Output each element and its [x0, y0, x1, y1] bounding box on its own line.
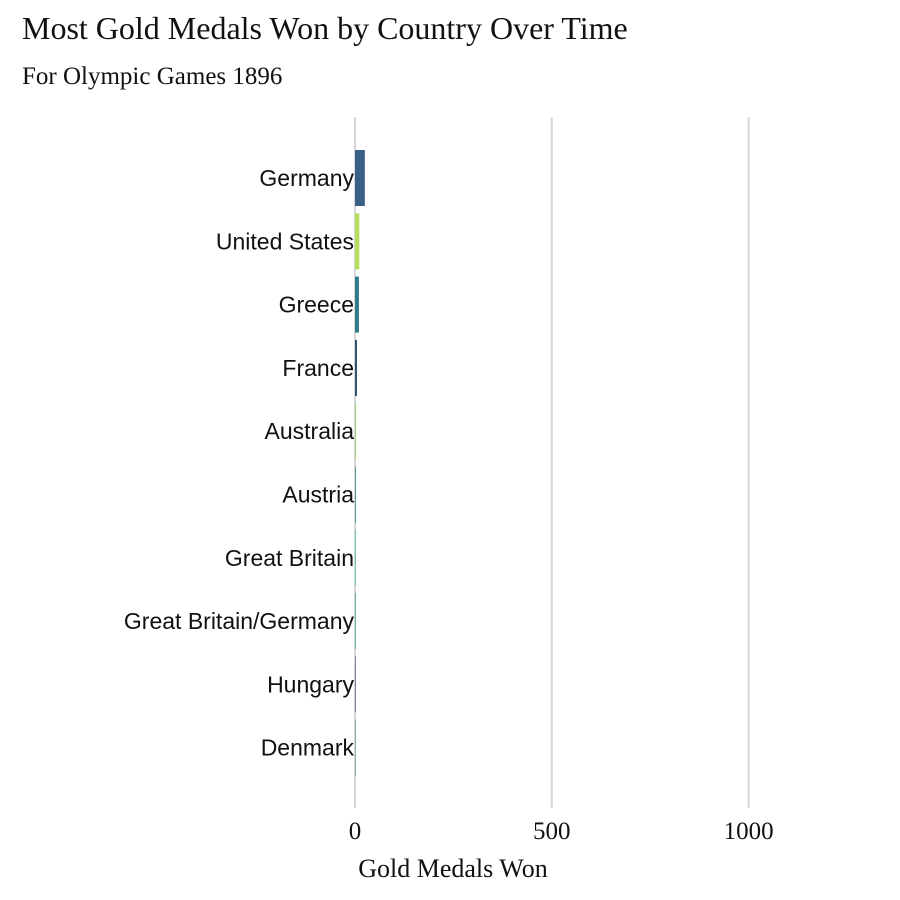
- bar-austria: [355, 466, 356, 523]
- category-label: Denmark: [261, 735, 355, 761]
- bar-greece: [355, 276, 359, 333]
- bar-united-states: [355, 213, 360, 270]
- category-label: United States: [216, 228, 354, 254]
- x-tick-label: 1000: [724, 818, 774, 845]
- bar-france: [355, 339, 357, 396]
- bars: [355, 150, 365, 776]
- category-label: Hungary: [267, 671, 354, 697]
- category-label: Germany: [259, 165, 354, 191]
- chart-title: Most Gold Medals Won by Country Over Tim…: [22, 10, 628, 46]
- category-label: Great Britain/Germany: [124, 608, 355, 634]
- x-tick-label: 0: [349, 818, 362, 845]
- bar-denmark: [355, 719, 356, 776]
- category-labels: Germany United States Greece France Australi…: [124, 165, 355, 761]
- x-tick-label: 500: [533, 818, 571, 845]
- chart-subtitle: For Olympic Games 1896: [22, 63, 283, 90]
- category-label: Australia: [265, 418, 355, 444]
- category-label: Greece: [279, 292, 354, 318]
- category-label: France: [282, 355, 354, 381]
- x-tick-labels: 05001000150020002500: [349, 818, 774, 845]
- bar-great-britain-germany: [355, 593, 356, 650]
- bar-australia: [355, 403, 356, 460]
- x-axis-title: Gold Medals Won: [358, 854, 548, 883]
- gridlines: [354, 117, 750, 808]
- category-label: Austria: [282, 482, 354, 508]
- bar-germany: [355, 150, 365, 206]
- bar-hungary: [355, 656, 356, 713]
- category-label: Great Britain: [225, 545, 354, 571]
- bar-great-britain: [355, 529, 356, 586]
